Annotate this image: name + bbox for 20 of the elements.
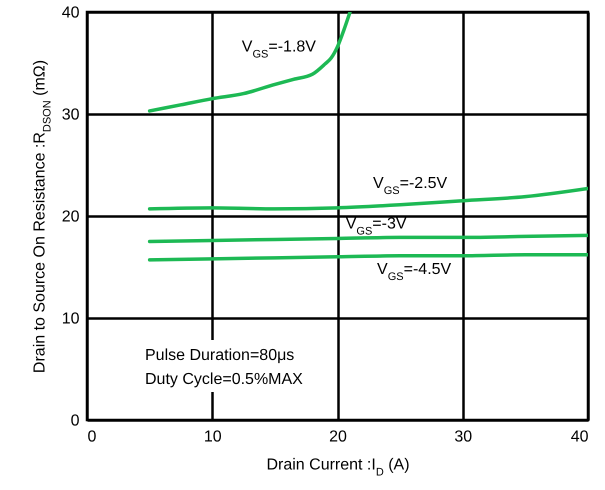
series-label: V$_{GS}$=-1.8V	[242, 38, 316, 60]
x-tick-label: 20	[329, 428, 347, 446]
y-tick-label: 20	[62, 208, 80, 226]
x-tick-label: 30	[454, 428, 472, 446]
annotation: Pulse Duration=80μs	[145, 347, 294, 364]
y-tick-label: 30	[62, 106, 80, 124]
y-tick-label: 40	[62, 4, 80, 22]
annotation: Duty Cycle=0.5%MAX	[145, 371, 304, 388]
line-series	[148, 234, 588, 244]
series-label: V$_{GS}$=-2.5V	[373, 174, 448, 197]
series-label: V$_{GS}$=-4.5V	[377, 260, 452, 283]
y-tick-label: 10	[62, 310, 80, 328]
x-tick-label: 0	[88, 428, 96, 446]
y-tick-label: 0	[70, 412, 80, 430]
x-tick-label: 10	[204, 428, 222, 446]
line-series	[148, 12, 352, 113]
x-tick-label: 40	[570, 428, 589, 446]
series-label: V$_{GS}$=-3V	[346, 215, 407, 238]
line-series	[148, 186, 588, 211]
x-axis-title: Drain Current :I$_{D}$ (A)	[266, 456, 410, 478]
